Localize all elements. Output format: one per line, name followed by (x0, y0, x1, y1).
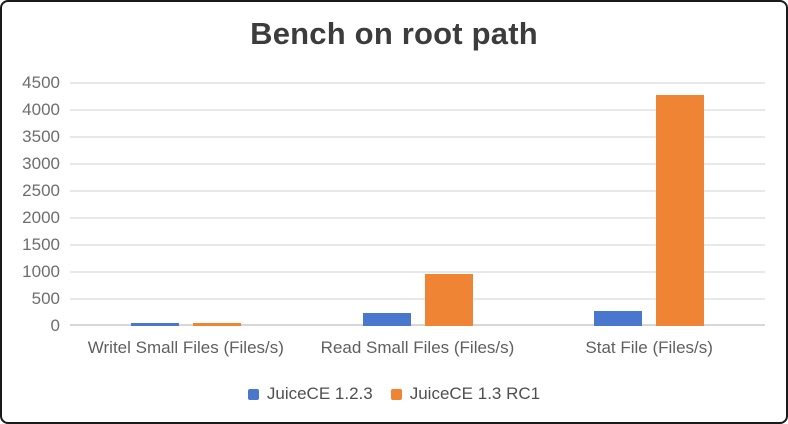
bar-series1-cat0 (192, 323, 241, 326)
gridline-2000 (70, 217, 765, 219)
bar-series1-cat1 (424, 274, 473, 326)
legend-label: JuiceCE 1.3 RC1 (409, 384, 541, 403)
y-tick-label-3000: 3000 (22, 154, 60, 173)
gridline-500 (70, 298, 765, 300)
gridline-4500 (70, 82, 765, 84)
plot-area (70, 82, 765, 326)
bar-groups (70, 83, 765, 326)
y-axis-tick-labels: 0 500 1000 1500 2000 2500 3000 3500 4000 4500 (2, 74, 60, 335)
y-tick-label-4500: 4500 (22, 73, 60, 92)
legend-swatch-icon (247, 388, 259, 400)
y-tick-label-1500: 1500 (22, 235, 60, 254)
legend-swatch-icon (390, 388, 402, 400)
gridline-3000 (70, 163, 765, 165)
legend: JuiceCE 1.2.3 JuiceCE 1.3 RC1 (2, 384, 786, 404)
gridline-2500 (70, 190, 765, 192)
chart-title: Bench on root path (250, 16, 538, 51)
bar-group-1 (302, 83, 534, 326)
bar-series0-cat1 (362, 313, 411, 326)
x-category-label-2: Stat File (Files/s) (585, 338, 713, 357)
x-category-label-0: Writel Small Files (Files/s) (87, 338, 284, 357)
y-tick-label-2500: 2500 (22, 181, 60, 200)
legend-label: JuiceCE 1.2.3 (266, 384, 373, 403)
bar-group-0 (70, 83, 302, 326)
gridline-4000 (70, 109, 765, 111)
bar-series0-cat0 (130, 322, 179, 326)
gridline-1500 (70, 244, 765, 246)
y-tick-label-0: 0 (50, 316, 60, 335)
legend-item-1: JuiceCE 1.3 RC1 (390, 384, 541, 404)
y-tick-label-1000: 1000 (22, 262, 60, 281)
y-tick-label-4000: 4000 (22, 100, 60, 119)
y-tick-label-3500: 3500 (22, 127, 60, 146)
bar-group-2 (533, 83, 765, 326)
gridline-0 (70, 324, 765, 326)
gridline-1000 (70, 271, 765, 273)
y-tick-label-500: 500 (31, 289, 60, 308)
y-tick-label-2000: 2000 (22, 208, 60, 227)
bar-series0-cat2 (594, 311, 643, 326)
legend-item-0: JuiceCE 1.2.3 (247, 384, 373, 404)
x-axis-category-labels: Writel Small Files (Files/s) Read Small F… (70, 338, 765, 358)
x-category-label-1: Read Small Files (Files/s) (320, 338, 515, 357)
gridline-3500 (70, 136, 765, 138)
bar-series1-cat2 (656, 94, 705, 326)
